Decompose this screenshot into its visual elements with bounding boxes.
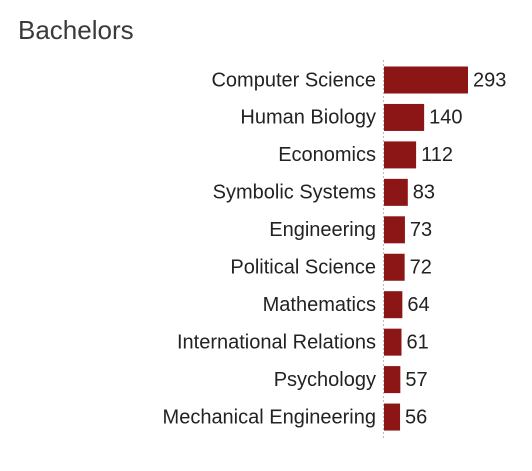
value-label: 56 (405, 406, 427, 428)
category-label: Symbolic Systems (213, 182, 376, 204)
value-label: 72 (410, 257, 432, 279)
bar (384, 253, 405, 281)
category-label: Human Biology (240, 107, 376, 129)
category-label: Psychology (274, 369, 376, 391)
category-label: Economics (278, 144, 376, 166)
chart-title: Bachelors (18, 15, 134, 45)
bar (384, 141, 417, 169)
bar (384, 216, 405, 244)
value-label: 61 (406, 331, 428, 353)
value-label: 140 (429, 107, 462, 129)
bar (384, 403, 401, 431)
category-label: Mathematics (263, 294, 376, 316)
bar (384, 328, 402, 356)
category-label: Engineering (269, 219, 376, 241)
category-label: Political Science (230, 257, 376, 279)
bar (384, 66, 468, 94)
bar (384, 178, 408, 206)
value-label: 293 (473, 69, 506, 91)
category-label: Mechanical Engineering (163, 406, 376, 428)
value-label: 64 (407, 294, 429, 316)
value-label: 73 (410, 219, 432, 241)
bar (384, 291, 403, 319)
value-label: 57 (405, 369, 427, 391)
category-label: Computer Science (211, 69, 376, 91)
category-label: International Relations (177, 331, 376, 353)
bar (384, 366, 401, 394)
value-label: 83 (413, 182, 435, 204)
value-label: 112 (421, 144, 453, 166)
bar (384, 103, 425, 131)
